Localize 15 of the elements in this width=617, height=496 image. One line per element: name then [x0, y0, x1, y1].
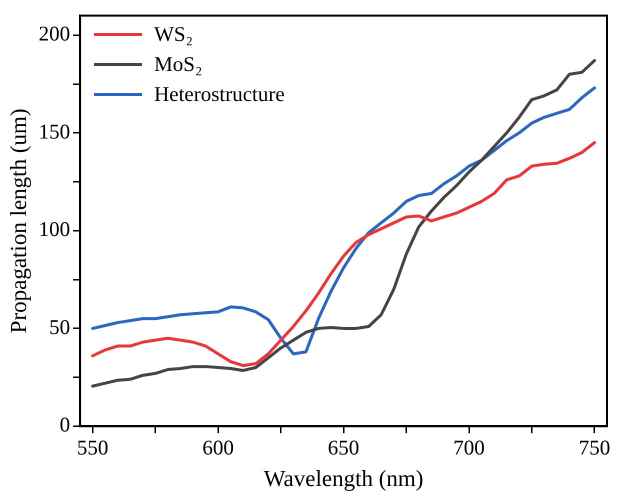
x-tick-label: 700 — [453, 435, 485, 460]
x-tick-label: 750 — [578, 435, 610, 460]
legend-label: WS₂ — [154, 22, 193, 48]
x-tick-label: 650 — [328, 435, 360, 460]
x-tick-label: 550 — [76, 435, 108, 460]
x-tick-label: 600 — [202, 435, 234, 460]
legend-label: Heterostructure — [154, 82, 285, 108]
y-tick-label: 50 — [49, 314, 70, 339]
y-axis-title: Propagation length (um) — [6, 108, 31, 334]
x-axis-title: Wavelength (nm) — [264, 466, 424, 492]
y-tick-label: 100 — [38, 217, 70, 242]
y-tick-label: 150 — [38, 119, 70, 144]
y-tick-label: 200 — [38, 22, 70, 46]
y-tick-label: 0 — [60, 412, 70, 437]
legend-label: MoS₂ — [154, 52, 202, 78]
